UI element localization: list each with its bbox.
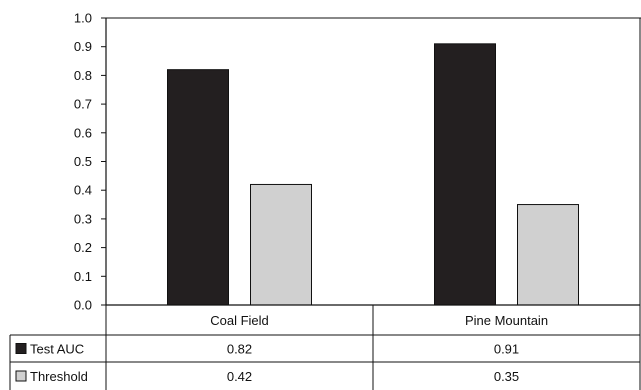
bars bbox=[167, 43, 579, 306]
category-label: Pine Mountain bbox=[465, 313, 548, 328]
legend-swatch bbox=[15, 343, 27, 354]
value-label: 0.35 bbox=[494, 369, 519, 384]
series-name: Threshold bbox=[30, 369, 88, 384]
value-label: 0.91 bbox=[494, 342, 519, 357]
data-table: Coal Field Pine Mountain Test AUC 0.82 0.91 T… bbox=[9, 304, 640, 390]
series-name: Test AUC bbox=[30, 342, 84, 357]
y-tick-label: 0.9 bbox=[74, 39, 92, 54]
y-tick-label: 0.4 bbox=[74, 183, 92, 198]
category-label: Coal Field bbox=[210, 313, 269, 328]
bar-test-auc-coal-field bbox=[167, 69, 229, 306]
y-tick-label: 0.0 bbox=[74, 298, 92, 313]
y-tick-label: 0.3 bbox=[74, 211, 92, 226]
y-tick-label: 1.0 bbox=[74, 11, 92, 26]
legend-swatch bbox=[15, 370, 27, 382]
value-label: 0.82 bbox=[227, 342, 252, 357]
bar-test-auc-pine-mountain bbox=[434, 43, 496, 306]
y-tick-label: 0.7 bbox=[74, 97, 92, 112]
y-tick-label: 0.6 bbox=[74, 125, 92, 140]
y-tick-label: 0.2 bbox=[74, 240, 92, 255]
y-axis-ticks: 0.0 0.1 0.2 0.3 0.4 0.5 0.6 0.7 0.8 0.9 1.0 bbox=[74, 11, 106, 313]
value-label: 0.42 bbox=[227, 369, 252, 384]
y-tick-label: 0.8 bbox=[74, 68, 92, 83]
y-tick-label: 0.1 bbox=[74, 269, 92, 284]
y-tick-label: 0.5 bbox=[74, 154, 92, 169]
bar-threshold-pine-mountain bbox=[517, 204, 579, 306]
bar-threshold-coal-field bbox=[250, 183, 312, 306]
